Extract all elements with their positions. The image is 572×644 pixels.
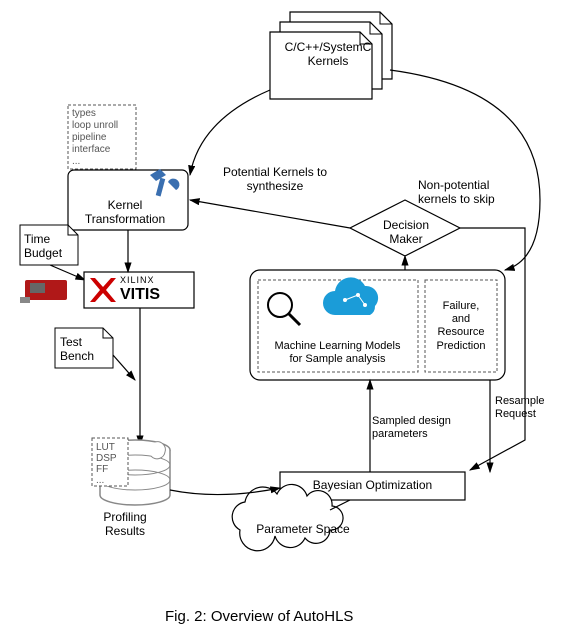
potential-kernels-arrow xyxy=(190,200,350,228)
resample-label: ResampleRequest xyxy=(495,395,565,421)
kernel-transformation-label: KernelTransformation xyxy=(75,198,175,227)
parameter-space-label: Parameter Space xyxy=(248,522,358,536)
test-bench-label: TestBench xyxy=(60,335,108,364)
kernels-docs-label: C/C++/SystemCKernels xyxy=(278,40,378,69)
types-line-3: interface xyxy=(72,144,110,156)
types-line-0: types xyxy=(72,108,96,120)
vitis-text: VITIS xyxy=(120,285,160,304)
bayesian-label: Bayesian Optimization xyxy=(290,478,455,492)
types-line-4: ... xyxy=(72,156,80,168)
nonpotential-label: Non-potentialkernels to skip xyxy=(418,178,518,207)
decision-maker-label: DecisionMaker xyxy=(376,218,436,247)
fpga-icon xyxy=(20,280,67,303)
db-line-3: ... xyxy=(96,475,104,487)
docs-to-kernel-arrow xyxy=(190,90,270,175)
parameter-space-cloud xyxy=(232,484,343,550)
types-line-2: pipeline xyxy=(72,132,106,144)
figure-caption: Fig. 2: Overview of AutoHLS xyxy=(165,608,353,625)
ml-models-label: Machine Learning Modelsfor Sample analys… xyxy=(260,340,415,366)
failure-prediction-label: Failure,andResourcePrediction xyxy=(428,300,494,353)
profiling-results-label: ProfilingResults xyxy=(95,510,155,539)
sampled-params-label: Sampled designparameters xyxy=(372,415,482,441)
time-budget-label: TimeBudget xyxy=(24,232,72,261)
types-line-1: loop unroll xyxy=(72,120,118,132)
potential-kernels-label: Potential Kernels tosynthesize xyxy=(210,165,340,194)
